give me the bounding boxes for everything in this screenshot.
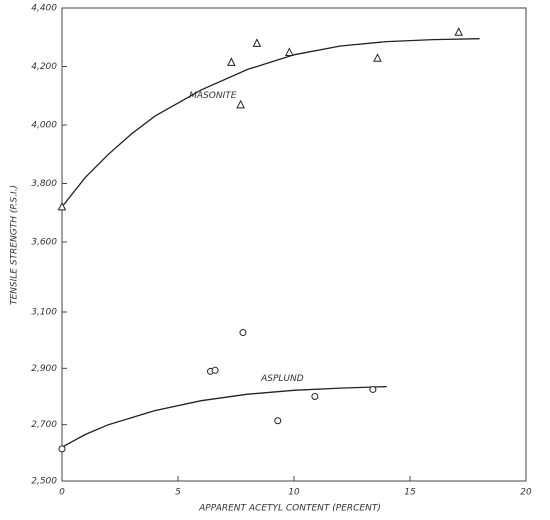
x-tick-label: 20 — [520, 488, 532, 498]
triangle-marker — [454, 27, 464, 36]
triangle-marker — [236, 99, 245, 109]
triangle-marker — [252, 38, 262, 47]
y-tick-label: 3,800 — [31, 179, 57, 189]
y-tick-label: 3,100 — [31, 308, 57, 318]
series-label: MASONITE — [189, 91, 237, 101]
triangle-marker — [373, 53, 382, 62]
y-tick-label: 2,700 — [31, 420, 57, 430]
plot-frame — [61, 7, 527, 482]
fit-curve — [61, 38, 480, 208]
circle-marker — [58, 445, 66, 453]
y-axis-label: TENSILE STRENGTH (P.S.I.) — [10, 185, 20, 305]
x-tick-label: 0 — [59, 488, 65, 498]
circle-marker — [311, 393, 319, 400]
series-label: ASPLUND — [260, 374, 304, 384]
x-tick-label: 10 — [288, 488, 300, 498]
y-tick-label: 2,500 — [31, 477, 57, 487]
circle-marker — [369, 385, 377, 393]
x-axis-label: APPARENT ACETYL CONTENT (PERCENT) — [198, 504, 381, 514]
triangle-marker — [227, 57, 236, 66]
y-tick-label: 4,400 — [31, 4, 57, 14]
x-tick-label: 15 — [404, 488, 416, 498]
fit-curve — [61, 385, 387, 448]
y-tick-label: 3,600 — [31, 238, 57, 248]
y-tick-label: 4,000 — [31, 121, 57, 131]
y-tick-label: 2,900 — [31, 364, 57, 374]
x-tick-label: 5 — [175, 488, 181, 498]
triangle-marker — [285, 47, 294, 56]
circle-marker — [274, 417, 282, 425]
circle-marker — [211, 366, 219, 374]
triangle-marker — [57, 201, 67, 211]
y-tick-label: 4,200 — [31, 62, 57, 72]
circle-marker — [239, 329, 247, 337]
